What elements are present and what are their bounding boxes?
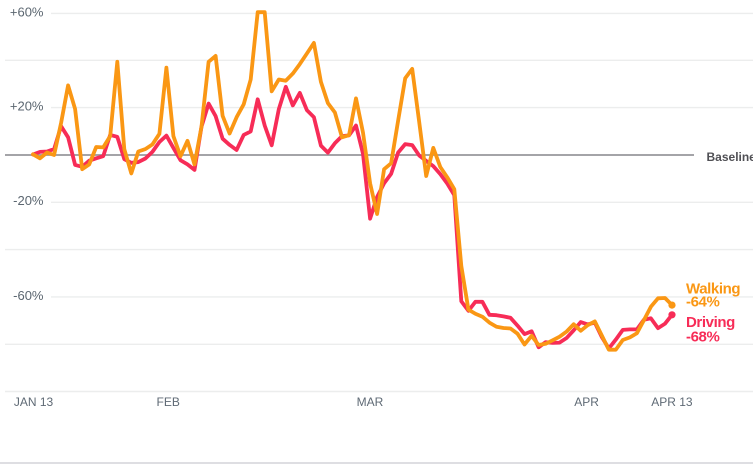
svg-text:APR 13: APR 13: [651, 395, 693, 409]
svg-text:-64%: -64%: [686, 293, 719, 310]
svg-text:+60%: +60%: [10, 4, 44, 19]
svg-text:FEB: FEB: [157, 395, 180, 409]
svg-text:-60%: -60%: [13, 288, 44, 303]
svg-text:JAN 13: JAN 13: [14, 395, 54, 409]
svg-text:Walking: Walking: [686, 281, 740, 298]
svg-text:Driving: Driving: [686, 314, 735, 331]
svg-text:-68%: -68%: [686, 328, 719, 345]
svg-text:-20%: -20%: [13, 193, 44, 208]
svg-text:+20%: +20%: [10, 99, 44, 114]
svg-text:APR: APR: [574, 395, 599, 409]
svg-text:MAR: MAR: [357, 395, 384, 409]
svg-text:Baseline: Baseline: [707, 150, 753, 164]
